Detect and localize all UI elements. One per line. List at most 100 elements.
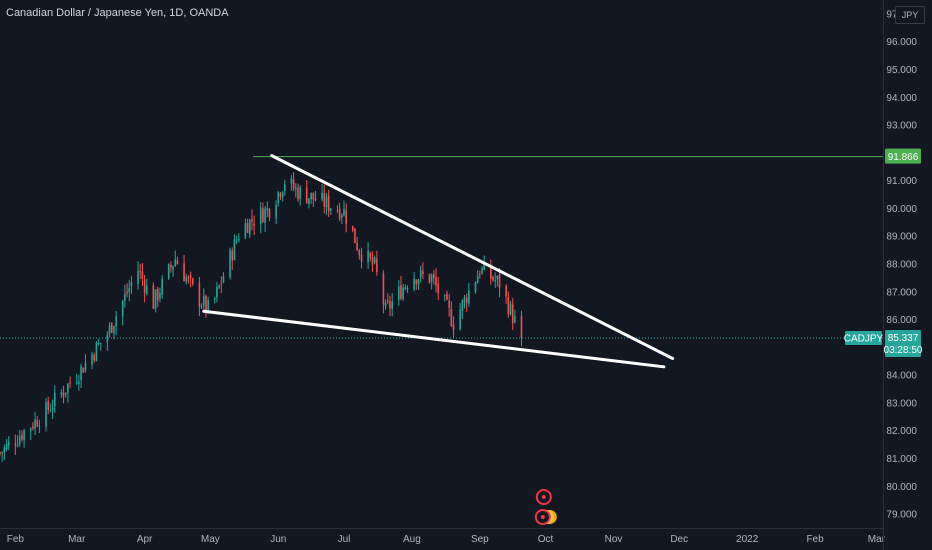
candle-body xyxy=(251,218,253,222)
candle-body xyxy=(371,256,374,265)
candle-body xyxy=(167,264,170,279)
candle-body xyxy=(345,210,347,224)
candle-body xyxy=(205,295,207,311)
candle-body xyxy=(93,355,96,360)
candle-body xyxy=(80,366,82,380)
x-tick-label: Mar xyxy=(868,534,886,545)
candle-body xyxy=(154,289,157,309)
x-tick-label: Sep xyxy=(471,534,489,545)
last-price-label-box xyxy=(885,330,921,358)
candle-body xyxy=(137,270,139,285)
candle-body xyxy=(216,287,218,298)
candle-body xyxy=(384,302,387,307)
candle-body xyxy=(229,250,231,278)
candle-body xyxy=(476,275,479,284)
candle-body xyxy=(459,309,461,330)
candle-body xyxy=(389,300,391,309)
candle-body xyxy=(7,441,10,446)
y-tick-label: 84.000 xyxy=(886,371,917,382)
candle-body xyxy=(450,309,453,326)
candle-body xyxy=(275,205,277,219)
candle-body xyxy=(126,291,128,294)
candle-body xyxy=(18,436,21,445)
countdown-label: 03:28:50 xyxy=(884,345,923,356)
candle-body xyxy=(45,402,47,427)
candle-body xyxy=(387,300,389,302)
candle-body xyxy=(321,192,323,200)
candle-body xyxy=(176,260,179,265)
candle-body xyxy=(235,240,238,242)
symbol-label-box xyxy=(845,331,882,346)
candle-body xyxy=(172,266,174,270)
candle-body xyxy=(400,285,402,300)
candle-body xyxy=(53,392,56,407)
candle-body xyxy=(253,223,255,226)
candle-body xyxy=(360,254,363,262)
candle-body xyxy=(330,208,332,211)
time-axis-divider xyxy=(0,528,883,529)
candle-body xyxy=(284,184,286,191)
candle-body xyxy=(483,263,486,270)
upper-trendline xyxy=(270,154,675,360)
candle-body xyxy=(507,297,510,315)
candle-body xyxy=(277,191,280,204)
candle-body xyxy=(481,268,483,274)
x-tick-label: Apr xyxy=(137,534,153,545)
candle-body xyxy=(3,447,6,453)
candle-body xyxy=(428,274,431,283)
candle-body xyxy=(200,306,203,308)
candle-body xyxy=(290,178,293,184)
candle-body xyxy=(64,392,67,395)
candle-body xyxy=(417,279,420,285)
currency-button[interactable]: JPY xyxy=(895,6,925,24)
candle-body xyxy=(34,419,36,429)
candle-body xyxy=(49,410,52,412)
y-tick-label: 83.000 xyxy=(886,398,917,409)
candle-body xyxy=(82,368,85,373)
candle-body xyxy=(159,293,161,299)
candle-body xyxy=(128,287,131,293)
candle-body xyxy=(75,382,78,384)
symbol-label: CADJPY xyxy=(844,334,884,345)
candle-body xyxy=(351,225,354,231)
candle-body xyxy=(327,195,330,212)
candle-body xyxy=(514,316,516,323)
candle-body xyxy=(185,277,188,283)
candle-body xyxy=(259,207,262,225)
candle-body xyxy=(430,275,433,282)
candle-body xyxy=(443,295,446,297)
candle-body xyxy=(213,298,216,300)
candle-body xyxy=(202,296,205,306)
candle-body xyxy=(489,265,492,279)
candle-body xyxy=(419,269,422,278)
candle-body xyxy=(520,316,523,339)
candle-body xyxy=(156,288,159,301)
candle-body xyxy=(0,452,1,454)
candle-body xyxy=(312,192,315,200)
lower-trendline xyxy=(202,309,666,369)
candle-body xyxy=(161,278,163,295)
price-axis-divider xyxy=(883,0,884,550)
candle-body xyxy=(174,259,177,266)
candle-body xyxy=(29,428,32,431)
candle-body xyxy=(356,242,358,250)
candle-body xyxy=(323,193,326,207)
y-tick-label: 94.000 xyxy=(886,93,917,104)
candle-body xyxy=(130,282,133,286)
candle-body xyxy=(305,187,308,204)
candle-body xyxy=(413,278,415,290)
y-tick-label: 90.000 xyxy=(886,204,917,215)
chart-title: Canadian Dollar / Japanese Yen, 1D, OAND… xyxy=(6,7,229,19)
candle-body xyxy=(494,280,496,282)
candle-body xyxy=(268,209,271,218)
candle-body xyxy=(36,420,39,427)
candle-body xyxy=(222,276,225,283)
x-tick-label: Feb xyxy=(806,534,824,545)
candle-body xyxy=(60,392,63,395)
event-marker-dot xyxy=(540,515,545,519)
candle-body xyxy=(78,381,80,384)
last-price-label: 85.337 xyxy=(888,333,919,344)
candle-body xyxy=(505,286,507,297)
x-tick-label: Jun xyxy=(270,534,286,545)
